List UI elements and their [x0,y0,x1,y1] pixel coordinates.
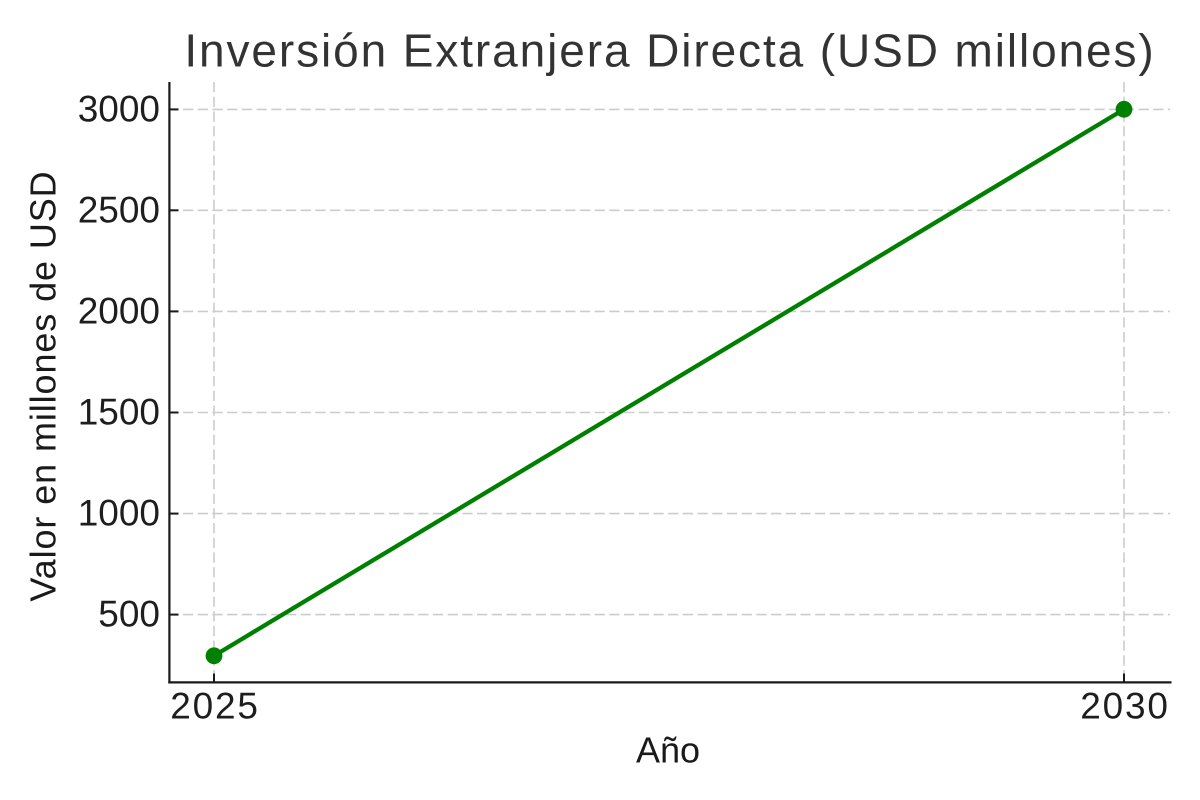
svg-text:Inversión Extranjera Directa (: Inversión Extranjera Directa (USD millon… [184,24,1155,76]
svg-text:2000: 2000 [78,291,160,332]
svg-text:Valor en millones de USD: Valor en millones de USD [23,170,64,601]
svg-text:2025: 2025 [170,686,260,727]
svg-text:1500: 1500 [78,392,160,433]
svg-text:Año: Año [636,730,700,771]
svg-text:1000: 1000 [78,493,160,534]
svg-text:2500: 2500 [78,189,160,230]
svg-text:2030: 2030 [1080,686,1170,727]
svg-text:3000: 3000 [78,89,160,130]
svg-text:500: 500 [98,594,160,635]
